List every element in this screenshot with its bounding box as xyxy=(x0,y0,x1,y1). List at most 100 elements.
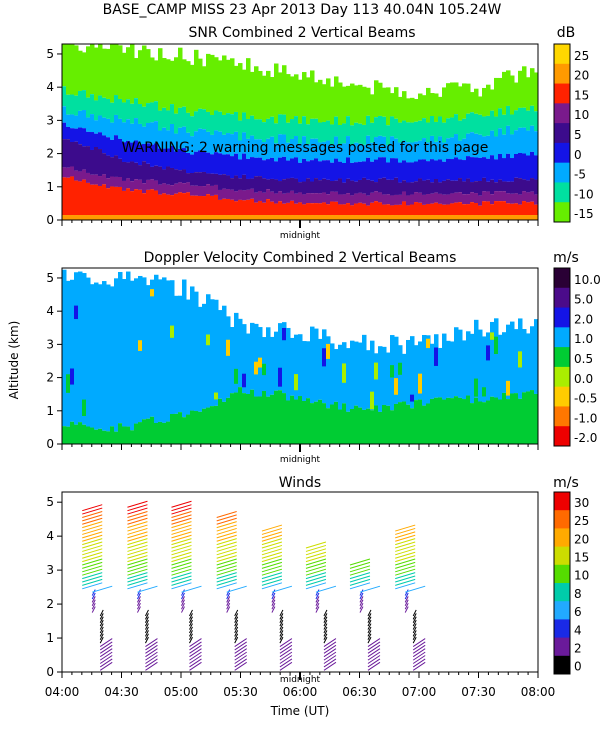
snr-cell xyxy=(98,215,103,220)
doppler-cell xyxy=(110,426,115,444)
snr-cell xyxy=(110,122,115,140)
colorbar-tick-label: 2 xyxy=(574,642,582,656)
snr-cell xyxy=(422,118,427,139)
wind-barb xyxy=(171,575,192,583)
wind-barb xyxy=(395,531,416,539)
colorbar-tick-label: 30 xyxy=(574,496,589,510)
x-tick-label: 08:00 xyxy=(521,685,556,699)
colorbar-tick-label: 4 xyxy=(574,623,582,637)
snr-cell xyxy=(442,87,447,123)
y-axis-label: Altitude (km) xyxy=(7,321,21,400)
snr-cell xyxy=(310,193,315,204)
snr-cell xyxy=(306,215,311,220)
snr-cell xyxy=(82,52,87,91)
doppler-cell xyxy=(242,324,247,394)
snr-cell xyxy=(486,135,491,159)
snr-cell xyxy=(98,95,103,116)
wind-barb xyxy=(367,633,372,640)
doppler-cell xyxy=(334,401,339,444)
snr-cell xyxy=(70,44,75,95)
doppler-cell xyxy=(82,273,87,425)
snr-cell xyxy=(310,181,315,194)
snr-cell xyxy=(406,182,411,196)
x-axis-label: Time (UT) xyxy=(270,704,330,718)
snr-cell xyxy=(498,128,503,154)
snr-cell xyxy=(446,194,451,205)
snr-cell xyxy=(286,160,291,179)
snr-cell xyxy=(534,72,539,112)
snr-cell xyxy=(446,179,451,195)
snr-cell xyxy=(394,194,399,205)
wind-barb xyxy=(349,572,371,580)
snr-cell xyxy=(418,159,423,179)
wind-barb xyxy=(261,538,283,546)
doppler-cell xyxy=(394,378,398,395)
snr-cell xyxy=(78,171,83,182)
snr-cell xyxy=(290,158,295,178)
wind-barb xyxy=(261,565,283,573)
wind-barb xyxy=(99,613,104,620)
snr-cell xyxy=(394,138,399,159)
snr-cell xyxy=(118,45,123,99)
doppler-cell xyxy=(318,399,323,444)
wind-barb xyxy=(82,548,103,556)
doppler-cell xyxy=(398,362,402,375)
doppler-cell xyxy=(82,424,87,444)
snr-cell xyxy=(62,106,67,123)
snr-cell xyxy=(186,182,191,193)
snr-cell xyxy=(426,179,431,195)
snr-cell xyxy=(502,191,507,202)
doppler-cell xyxy=(270,336,275,395)
x-tick-label: 06:30 xyxy=(342,685,377,699)
snr-cell xyxy=(130,161,135,182)
snr-cell xyxy=(486,191,491,202)
snr-cell xyxy=(214,152,219,174)
snr-cell xyxy=(334,191,339,202)
doppler-cell xyxy=(282,393,287,444)
snr-cell xyxy=(274,203,279,216)
snr-cell xyxy=(282,179,287,194)
wind-barb xyxy=(404,596,409,603)
wind-barb xyxy=(323,661,337,671)
snr-cell xyxy=(402,191,407,202)
snr-cell xyxy=(318,79,323,123)
snr-cell xyxy=(370,180,375,193)
snr-cell xyxy=(130,123,135,143)
snr-cell xyxy=(522,179,527,192)
x-tick-labels: 04:00 04:30 05:00 05:30 06:00 06:30 07:00 07:30… xyxy=(45,685,556,699)
colorbar-tick-label: -5 xyxy=(574,168,586,182)
doppler-cell xyxy=(490,396,495,444)
snr-cell xyxy=(230,215,235,220)
snr-cell xyxy=(342,86,347,124)
snr-cell xyxy=(306,77,311,125)
snr-cell xyxy=(186,192,191,216)
snr-cell xyxy=(386,125,391,146)
wind-barb xyxy=(323,633,328,640)
snr-cell xyxy=(258,176,263,191)
snr-cell xyxy=(438,203,443,216)
snr-cell xyxy=(366,135,371,158)
wind-barb xyxy=(367,661,381,671)
wind-barb xyxy=(82,507,103,515)
snr-cell xyxy=(446,204,451,216)
snr-cell xyxy=(282,65,287,115)
wind-barb xyxy=(82,514,103,522)
doppler-cell xyxy=(434,334,439,398)
wind-barb xyxy=(82,524,103,532)
snr-cell xyxy=(298,182,303,193)
doppler-cell xyxy=(214,392,218,400)
snr-cell xyxy=(458,202,463,216)
snr-cell xyxy=(170,185,175,196)
snr-cell xyxy=(66,177,71,216)
snr-cell xyxy=(274,63,279,124)
wind-barb xyxy=(226,606,231,613)
wind-barb xyxy=(305,544,327,552)
snr-cell xyxy=(346,203,351,216)
doppler-cell xyxy=(342,403,347,444)
wind-barb xyxy=(305,551,327,559)
snr-cell xyxy=(66,167,71,178)
snr-cell xyxy=(458,192,463,203)
snr-cell xyxy=(382,157,387,178)
snr-cell xyxy=(394,215,399,220)
wind-barb xyxy=(315,606,320,613)
